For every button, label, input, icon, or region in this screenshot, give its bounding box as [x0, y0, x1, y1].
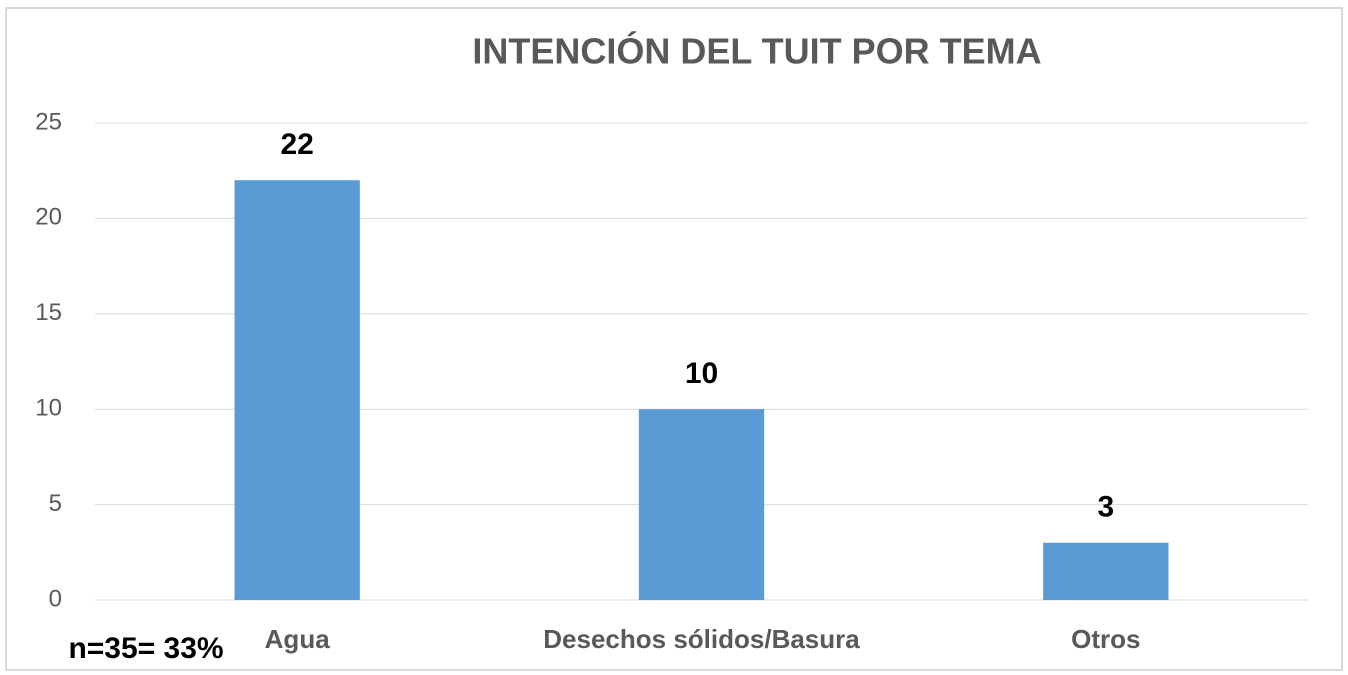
- x-tick-label: Otros: [1071, 624, 1140, 654]
- y-tick-label: 20: [35, 204, 62, 231]
- data-label: 22: [280, 128, 313, 161]
- y-tick-label: 25: [35, 108, 62, 135]
- bar: [234, 180, 360, 601]
- bar: [1043, 542, 1169, 600]
- x-tick-label: Agua: [265, 624, 331, 654]
- y-tick-label: 5: [49, 490, 62, 517]
- y-tick-label: 0: [49, 585, 62, 612]
- data-label: 3: [1097, 491, 1114, 524]
- chart-title: INTENCIÓN DEL TUIT POR TEMA: [472, 30, 1041, 72]
- y-tick-label: 15: [35, 299, 62, 326]
- annotation: n=35= 33%: [68, 632, 223, 665]
- data-label: 10: [685, 357, 718, 390]
- y-tick-label: 10: [35, 395, 62, 422]
- x-tick-label: Desechos sólidos/Basura: [543, 624, 860, 654]
- bar: [638, 409, 765, 600]
